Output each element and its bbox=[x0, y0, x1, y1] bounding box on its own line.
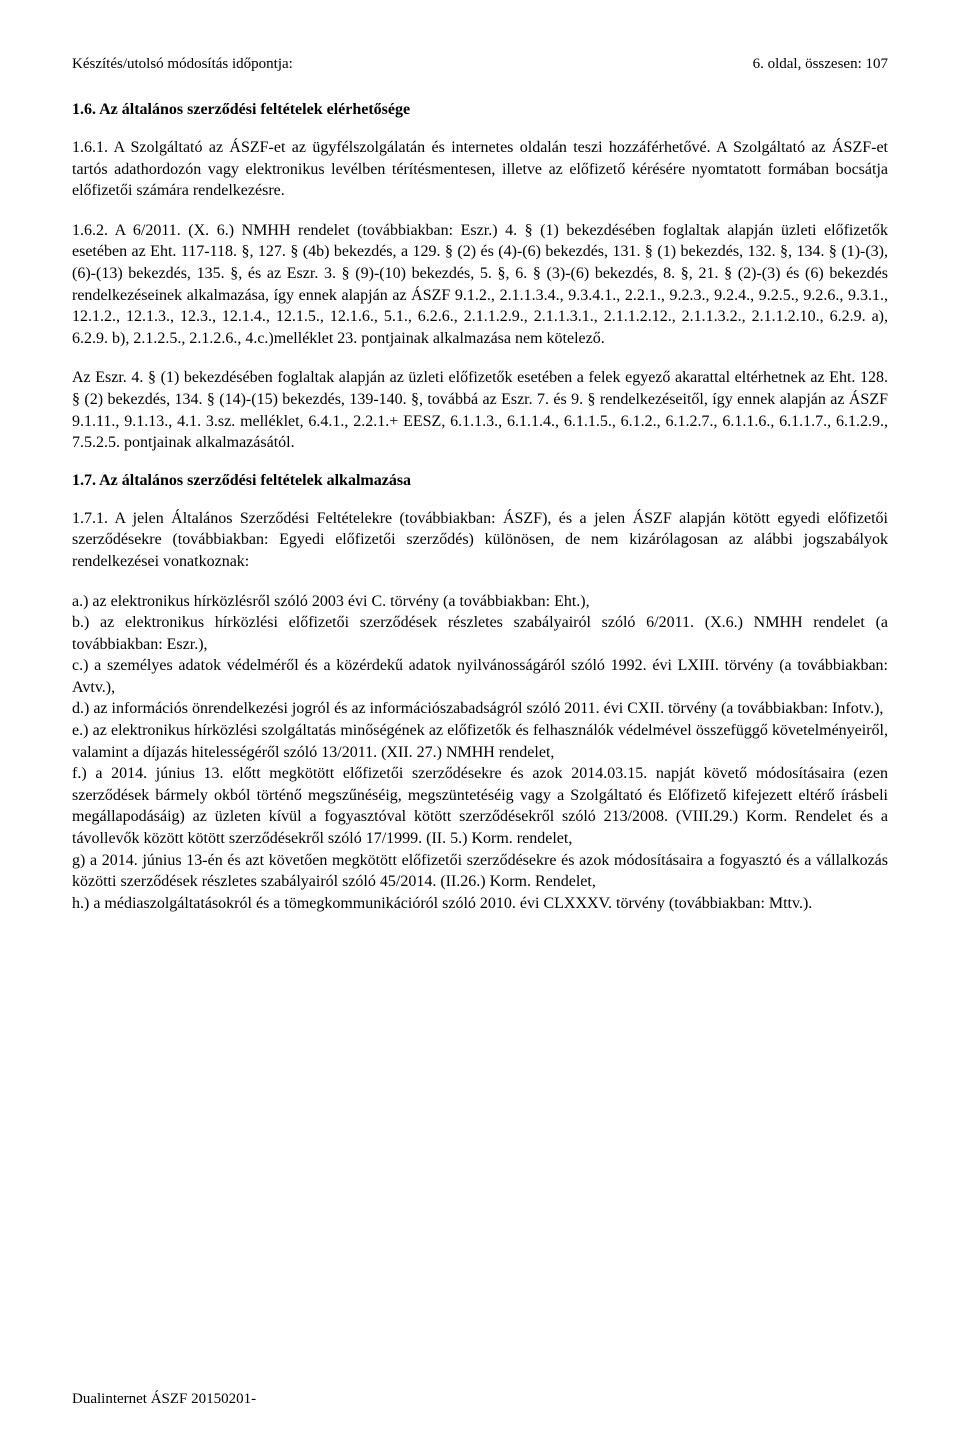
list-item-a: a.) az elektronikus hírközlésről szóló 2… bbox=[72, 591, 888, 613]
paragraph-1-6-1: 1.6.1. A Szolgáltató az ÁSZF-et az ügyfé… bbox=[72, 137, 888, 202]
list-item-h: h.) a médiaszolgáltatásokról és a tömegk… bbox=[72, 893, 888, 915]
paragraph-1-6-2: 1.6.2. A 6/2011. (X. 6.) NMHH rendelet (… bbox=[72, 220, 888, 350]
list-item-f: f.) a 2014. június 13. előtt megkötött e… bbox=[72, 763, 888, 849]
list-item-b: b.) az elektronikus hírközlési előfizető… bbox=[72, 612, 888, 655]
list-item-c: c.) a személyes adatok védelméről és a k… bbox=[72, 655, 888, 698]
list-item-g: g) a 2014. június 13-én és azt követően … bbox=[72, 850, 888, 893]
page-footer: Dualinternet ÁSZF 20150201- bbox=[72, 1391, 256, 1408]
paragraph-eszr-4: Az Eszr. 4. § (1) bekezdésében foglaltak… bbox=[72, 367, 888, 453]
list-item-d: d.) az információs önrendelkezési jogról… bbox=[72, 698, 888, 720]
paragraph-1-7-1: 1.7.1. A jelen Általános Szerződési Felt… bbox=[72, 508, 888, 573]
section-1-7-title: 1.7. Az általános szerződési feltételek … bbox=[72, 472, 888, 490]
list-item-e: e.) az elektronikus hírközlési szolgálta… bbox=[72, 720, 888, 763]
header-left: Készítés/utolsó módosítás időpontja: bbox=[72, 56, 293, 73]
section-1-6-title: 1.6. Az általános szerződési feltételek … bbox=[72, 101, 888, 119]
page-header: Készítés/utolsó módosítás időpontja: 6. … bbox=[72, 56, 888, 73]
header-right: 6. oldal, összesen: 107 bbox=[753, 56, 888, 73]
